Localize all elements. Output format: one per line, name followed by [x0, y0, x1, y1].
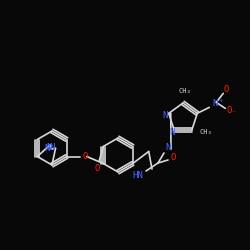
- Text: O: O: [224, 85, 229, 94]
- Text: ⁻: ⁻: [232, 110, 235, 116]
- Text: N: N: [45, 144, 50, 154]
- Text: N: N: [165, 144, 171, 152]
- Text: N: N: [212, 99, 218, 108]
- Text: HN: HN: [132, 172, 143, 180]
- Text: CH₃: CH₃: [178, 88, 192, 94]
- Text: O: O: [226, 106, 232, 115]
- Text: CH₃: CH₃: [200, 129, 212, 135]
- Text: N: N: [162, 111, 168, 120]
- Text: O: O: [82, 152, 87, 161]
- Text: O: O: [170, 154, 176, 162]
- Text: +: +: [218, 98, 223, 103]
- Text: N: N: [170, 128, 175, 137]
- Text: N: N: [50, 143, 55, 152]
- Text: O: O: [94, 164, 100, 173]
- Text: N: N: [46, 142, 52, 152]
